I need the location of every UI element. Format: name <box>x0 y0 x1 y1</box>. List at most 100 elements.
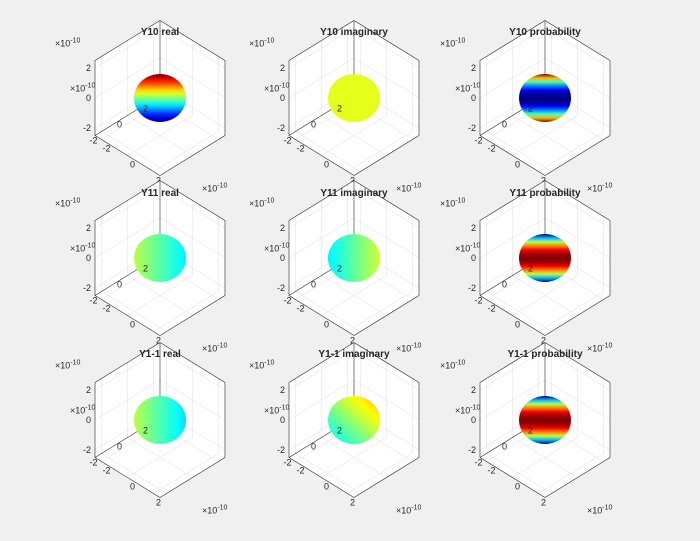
x-tick-label: 0 <box>324 482 329 492</box>
y-tick-label: 0 <box>311 120 316 130</box>
subplot-8: 2 0 -2 -2 0 2 -2 0 2 ×10-10 ×10-10 ×10-10 Y1-1 imagi… <box>249 342 422 516</box>
gridline <box>353 27 420 69</box>
y-tick-label: 2 <box>143 104 148 114</box>
x-exponent-label: ×10-10 <box>587 183 613 194</box>
y-tick-label: 2 <box>528 264 533 274</box>
y-tick-label: -2 <box>474 458 482 468</box>
y-tick-label: -2 <box>283 296 291 306</box>
subplot-title: Y1-1 real <box>139 349 181 360</box>
y-tick-label: 2 <box>528 426 533 436</box>
gridline <box>479 349 546 391</box>
axis-edge <box>159 295 226 336</box>
z-tick-label: -2 <box>468 445 476 455</box>
gridline <box>479 27 546 69</box>
x-tick-label: -2 <box>487 466 495 476</box>
y-tick-label: -2 <box>474 136 482 146</box>
z-tick-label: 0 <box>280 93 285 103</box>
y-tick-label: 0 <box>117 280 122 290</box>
axis-edge <box>479 20 546 61</box>
gridline <box>512 115 578 156</box>
gridline <box>486 131 552 172</box>
x-tick-label: 0 <box>324 320 329 330</box>
y-exponent-label: ×10-10 <box>70 405 96 416</box>
y-exponent-label: ×10-10 <box>455 405 481 416</box>
x-exponent-label: ×10-10 <box>396 183 422 194</box>
z-exponent-label: ×10-10 <box>55 360 81 371</box>
axis-edge <box>479 457 546 498</box>
axis-edge <box>288 295 355 336</box>
x-exponent-label: ×10-10 <box>587 343 613 354</box>
z-tick-label: -2 <box>277 123 285 133</box>
gridline <box>288 187 355 229</box>
x-tick-label: 0 <box>130 482 135 492</box>
x-tick-label: 0 <box>324 160 329 170</box>
axis-edge <box>288 20 355 61</box>
x-tick-label: 2 <box>350 176 355 186</box>
axis-edge <box>159 342 226 383</box>
axis-edge <box>353 135 420 176</box>
y-tick-label: 0 <box>502 280 507 290</box>
x-tick-label: -2 <box>487 144 495 154</box>
z-tick-label: 2 <box>86 223 91 233</box>
gridline <box>347 131 413 172</box>
sphere-surface <box>134 396 186 444</box>
gridline <box>159 187 226 229</box>
subplot-title: Y10 imaginary <box>320 27 388 38</box>
gridline <box>101 291 167 332</box>
y-exponent-label: ×10-10 <box>455 83 481 94</box>
x-exponent-label: ×10-10 <box>202 505 228 516</box>
x-exponent-label: ×10-10 <box>396 343 422 354</box>
y-tick-label: -2 <box>474 296 482 306</box>
gridline <box>321 115 387 156</box>
axis-edge <box>544 20 611 61</box>
gridline <box>288 27 355 69</box>
subplot-9: 2 0 -2 -2 0 2 -2 0 2 ×10-10 ×10-10 ×10-10 Y1-1 proba… <box>440 342 613 516</box>
z-tick-label: -2 <box>83 283 91 293</box>
subplot-6: 2 0 -2 -2 0 2 -2 0 2 ×10-10 ×10-10 ×10-10 Y11 probab… <box>440 180 613 354</box>
y-tick-label: -2 <box>89 136 97 146</box>
axis-edge <box>94 457 161 498</box>
gridline <box>538 291 604 332</box>
axis-edge <box>479 342 546 383</box>
x-tick-label: -2 <box>102 304 110 314</box>
y-tick-label: -2 <box>89 458 97 468</box>
subplot-3: 2 0 -2 -2 0 2 -2 0 2 ×10-10 ×10-10 ×10-10 Y10 probab… <box>440 20 613 194</box>
x-exponent-label: ×10-10 <box>587 505 613 516</box>
gridline <box>127 275 193 316</box>
gridline <box>94 187 161 229</box>
axis-edge <box>544 342 611 383</box>
subplot-5: 2 0 -2 -2 0 2 -2 0 2 ×10-10 ×10-10 ×10-10 Y11 imagin… <box>249 180 422 354</box>
y-tick-label: -2 <box>283 136 291 146</box>
x-tick-label: -2 <box>102 466 110 476</box>
x-tick-label: -2 <box>102 144 110 154</box>
gridline <box>538 453 604 494</box>
x-tick-label: 2 <box>541 498 546 508</box>
x-tick-label: 0 <box>130 160 135 170</box>
axis-edge <box>353 295 420 336</box>
z-exponent-label: ×10-10 <box>55 198 81 209</box>
axis-edge <box>353 457 420 498</box>
gridline <box>479 187 546 229</box>
gridline <box>159 349 226 391</box>
x-tick-label: 2 <box>156 176 161 186</box>
z-exponent-label: ×10-10 <box>55 38 81 49</box>
sphere-surface <box>519 234 571 282</box>
gridline <box>321 437 387 478</box>
axis-edge <box>159 457 226 498</box>
z-tick-label: 2 <box>86 63 91 73</box>
x-tick-label: 2 <box>541 176 546 186</box>
gridline <box>347 291 413 332</box>
axis-edge <box>94 20 161 61</box>
y-exponent-label: ×10-10 <box>455 243 481 254</box>
sphere-surface <box>519 396 571 444</box>
z-exponent-label: ×10-10 <box>249 360 275 371</box>
z-tick-label: 0 <box>86 253 91 263</box>
y-tick-label: 2 <box>337 264 342 274</box>
x-tick-label: -2 <box>487 304 495 314</box>
subplot-title: Y11 imaginary <box>320 188 388 199</box>
axis-edge <box>94 135 161 176</box>
x-exponent-label: ×10-10 <box>202 343 228 354</box>
z-tick-label: -2 <box>83 445 91 455</box>
gridline <box>127 115 193 156</box>
